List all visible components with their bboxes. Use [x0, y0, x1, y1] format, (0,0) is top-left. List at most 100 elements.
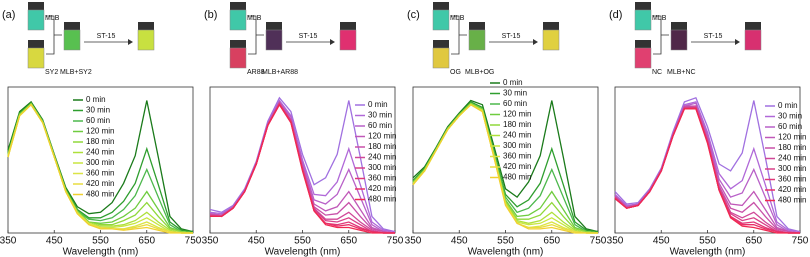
scheme-label: SY2 [45, 69, 58, 76]
vial-cap [469, 22, 485, 30]
legend-label: 0 min [778, 101, 798, 110]
legend-label: 180 min [86, 137, 114, 146]
vial-cap [138, 22, 154, 30]
legend-label: 30 min [86, 106, 110, 115]
x-tick-label: 650 [340, 236, 357, 247]
x-tick-label: 350 [0, 236, 17, 247]
vial-cap [230, 40, 246, 48]
legend-label: 480 min [503, 173, 531, 182]
legend-label: 60 min [368, 121, 392, 130]
vial [27, 9, 45, 31]
spectrum-line [209, 96, 396, 233]
legend-label: 0 min [503, 78, 523, 87]
scheme-label: ST-15 [97, 33, 116, 40]
x-tick-label: 350 [607, 236, 624, 247]
scheme-label: ST-15 [502, 33, 521, 40]
vial-cap [433, 40, 449, 48]
arrow-head [330, 39, 335, 45]
legend-label: 30 min [778, 112, 802, 121]
vial [229, 47, 247, 69]
legend-label: 0 min [368, 100, 388, 109]
vial [432, 9, 450, 31]
legend-label: 300 min [86, 158, 114, 167]
legend-label: 420 min [778, 185, 806, 194]
panel-label: (c) [407, 9, 420, 21]
vial [27, 47, 45, 69]
x-tick-label: 350 [405, 236, 422, 247]
legend-label: 60 min [86, 116, 110, 125]
spectrum-line [614, 108, 800, 234]
bracket [451, 15, 467, 55]
x-tick-label: 550 [294, 236, 311, 247]
arrow-head [128, 39, 133, 45]
panel-label: (b) [204, 9, 217, 21]
scheme-label: MLB+OG [465, 69, 494, 76]
scheme-label: ST-15 [704, 33, 723, 40]
legend-label: 120 min [503, 110, 531, 119]
scheme-label: ST-15 [299, 33, 318, 40]
x-tick-label: 550 [92, 236, 109, 247]
bracket [46, 15, 62, 55]
legend-label: 480 min [778, 196, 806, 205]
vial-cap [28, 2, 44, 10]
x-axis-label: Wavelength (nm) [265, 247, 341, 257]
panel-label: (a) [2, 9, 15, 21]
x-axis-label: Wavelength (nm) [63, 247, 139, 257]
vial [670, 29, 688, 51]
spectrum-line [7, 102, 194, 234]
x-tick-label: 650 [745, 236, 762, 247]
x-tick-label: 750 [792, 236, 809, 247]
legend-label: 60 min [503, 99, 527, 108]
x-tick-label: 650 [543, 236, 560, 247]
x-axis-label: Wavelength (nm) [468, 247, 544, 257]
vial [265, 29, 283, 51]
legend-label: 360 min [503, 152, 531, 161]
legend-label: 180 min [368, 142, 396, 151]
spectrum-line [412, 103, 598, 234]
vial [634, 47, 652, 69]
vial [542, 29, 560, 51]
x-tick-label: 650 [138, 236, 155, 247]
spectrum-line [412, 99, 599, 233]
legend-label: 240 min [778, 154, 806, 163]
scheme-label: MLB+NC [667, 69, 696, 76]
scheme-label: NC [652, 69, 662, 76]
legend-label: 30 min [368, 111, 392, 120]
x-tick-label: 450 [653, 236, 670, 247]
vial-cap [671, 22, 687, 30]
legend-label: 180 min [778, 143, 806, 152]
x-tick-label: 450 [451, 236, 468, 247]
plot-frame [614, 86, 801, 234]
legend-label: 360 min [778, 175, 806, 184]
bracket [248, 15, 264, 55]
arrow-head [533, 39, 538, 45]
legend-label: 420 min [86, 179, 114, 188]
x-tick-label: 750 [387, 236, 404, 247]
bracket [653, 15, 669, 55]
legend-label: 360 min [368, 174, 396, 183]
x-tick-label: 450 [46, 236, 63, 247]
vial-cap [543, 22, 559, 30]
scheme-label: MLB [247, 15, 262, 22]
vial-cap [745, 22, 761, 30]
vial-cap [64, 22, 80, 30]
scheme-label: MLB+AR88 [262, 69, 298, 76]
legend-label: 300 min [778, 164, 806, 173]
x-tick-label: 550 [497, 236, 514, 247]
scheme-label: MLB [450, 15, 465, 22]
legend-label: 120 min [778, 133, 806, 142]
vial-cap [635, 2, 651, 10]
vial [468, 29, 486, 51]
vial-cap [433, 2, 449, 10]
legend-label: 300 min [503, 141, 531, 150]
spectrum-line [614, 96, 801, 233]
legend-label: 420 min [503, 162, 531, 171]
vial [63, 29, 81, 51]
legend-label: 60 min [778, 122, 802, 131]
legend-label: 240 min [86, 148, 114, 157]
legend-label: 180 min [503, 120, 531, 129]
legend-label: 0 min [86, 95, 106, 104]
panel-label: (d) [609, 9, 622, 21]
vial-cap [266, 22, 282, 30]
legend-label: 480 min [86, 190, 114, 199]
